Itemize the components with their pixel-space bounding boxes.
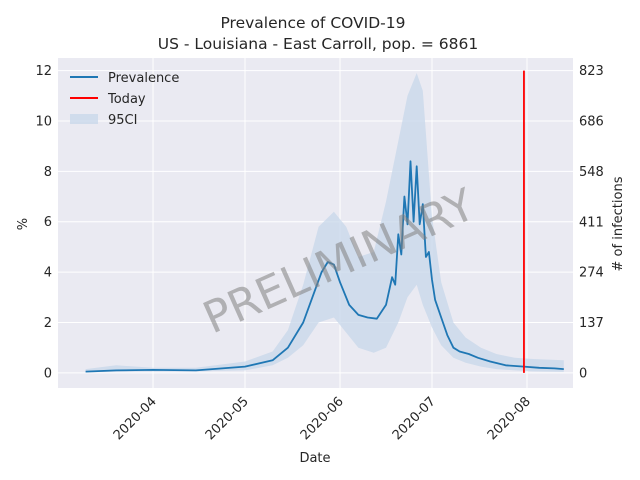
y-axis-ticks: 0 2 4 6 8 10 12 (35, 64, 52, 381)
y2-axis-ticks: 0 137 274 411 548 686 823 (579, 64, 604, 381)
x-axis-ticks: 2020-04 2020-05 2020-06 2020-07 2020-08 (111, 394, 534, 443)
y2-tick-label: 274 (579, 266, 604, 281)
y-tick-label: 0 (44, 366, 52, 381)
y-tick-label: 12 (35, 64, 52, 79)
y2-tick-label: 411 (579, 215, 604, 230)
y2-tick-label: 686 (579, 114, 604, 129)
x-axis-label: Date (299, 451, 330, 466)
y-tick-label: 2 (44, 316, 52, 331)
y-tick-label: 8 (44, 165, 52, 180)
legend-label-ci: 95CI (108, 113, 137, 128)
chart-subtitle: US - Louisiana - East Carroll, pop. = 68… (158, 35, 478, 53)
legend-label-today: Today (107, 92, 146, 107)
y-tick-label: 6 (44, 215, 52, 230)
y-tick-label: 4 (44, 266, 52, 281)
legend-swatch-ci (70, 114, 98, 124)
y2-tick-label: 823 (579, 64, 604, 79)
prevalence-line (85, 160, 564, 373)
y-tick-label: 10 (35, 114, 52, 129)
x-tick-label: 2020-04 (111, 394, 160, 443)
legend-label-prevalence: Prevalence (108, 71, 179, 86)
x-tick-label: 2020-08 (485, 394, 534, 443)
ci-band (85, 73, 564, 373)
x-tick-label: 2020-07 (390, 394, 439, 443)
grid-lines (58, 58, 573, 388)
legend: Prevalence Today 95CI (70, 71, 179, 128)
x-tick-label: 2020-06 (298, 394, 347, 443)
plot-area (58, 58, 573, 388)
x-tick-label: 2020-05 (203, 394, 252, 443)
y2-tick-label: 137 (579, 316, 604, 331)
y2-tick-label: 0 (579, 366, 587, 381)
y-axis-label: % (16, 218, 31, 230)
y2-tick-label: 548 (579, 165, 604, 180)
chart-title: Prevalence of COVID-19 (220, 14, 405, 32)
y2-axis-label: # of infections (611, 176, 626, 271)
